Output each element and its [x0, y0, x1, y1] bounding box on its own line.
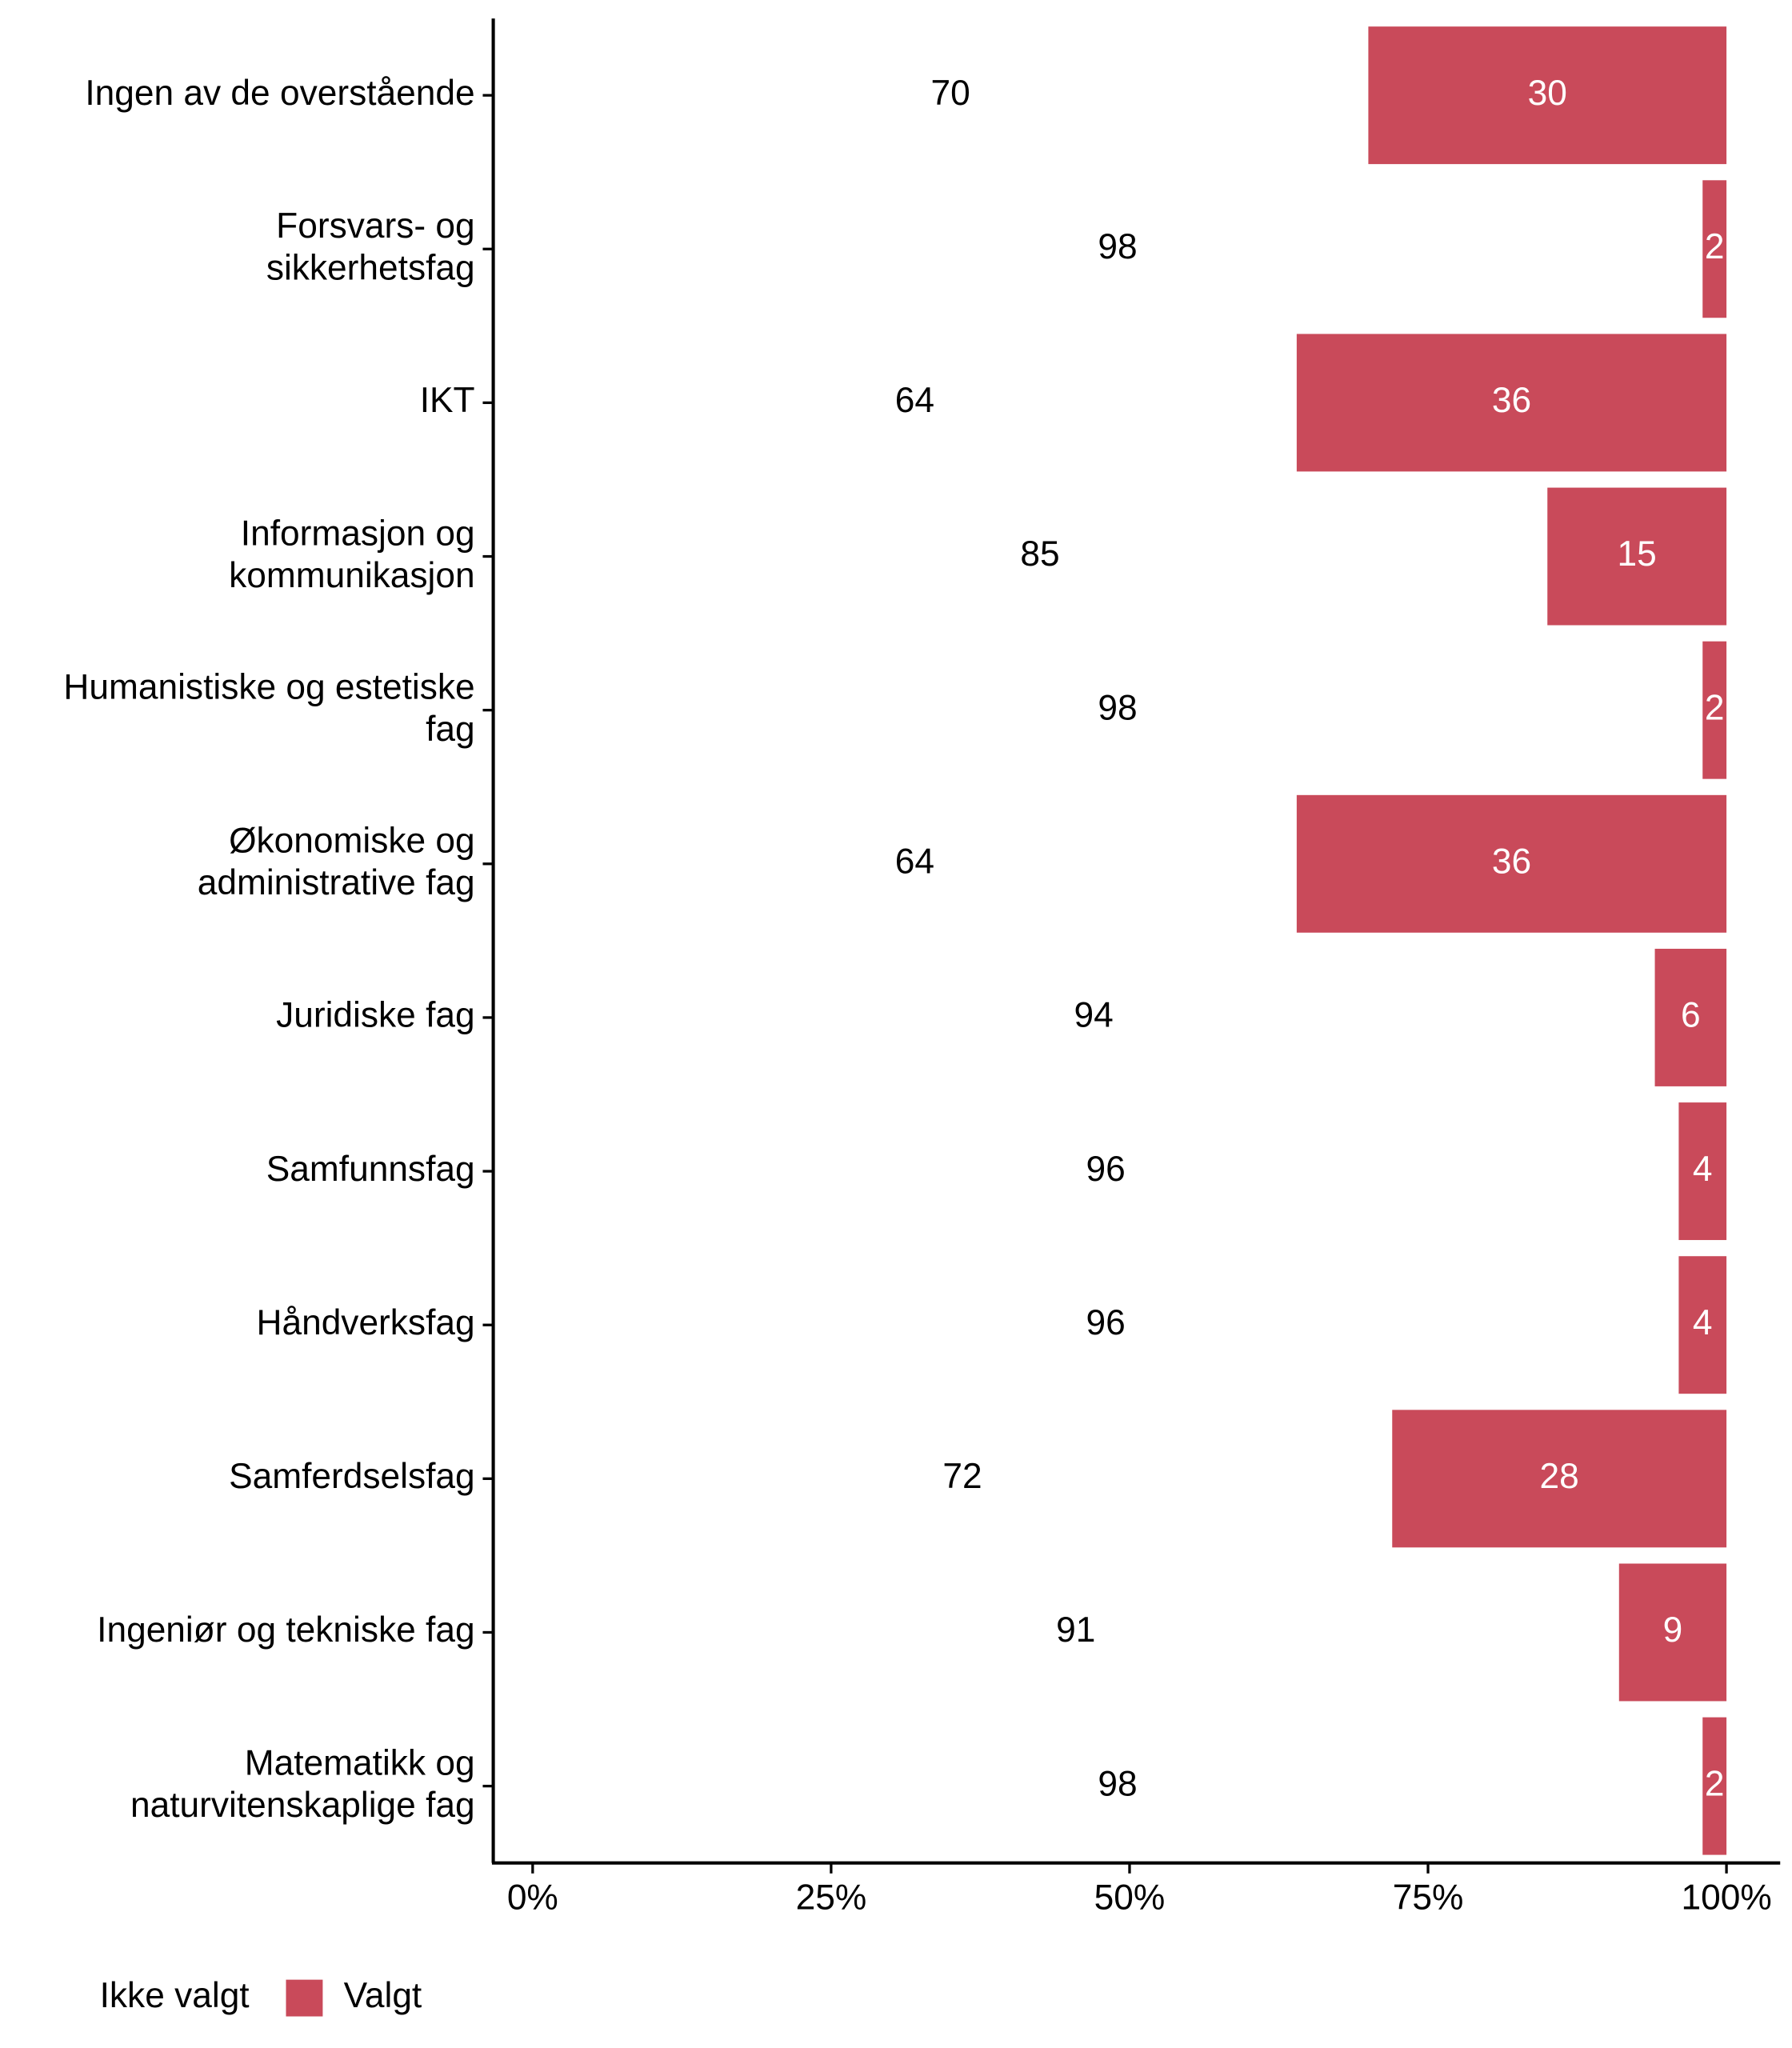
value-label: 96	[1086, 1303, 1125, 1342]
bar-segment	[532, 180, 1703, 318]
bar-segment	[1296, 794, 1727, 933]
bar-segment	[1392, 1410, 1727, 1548]
value-label: 4	[1693, 1150, 1713, 1189]
bar-segment	[532, 487, 1548, 626]
value-label: 85	[1020, 534, 1059, 574]
legend-key	[286, 1979, 323, 2017]
y-tick-label: IKT	[420, 381, 475, 420]
value-label: 36	[1492, 842, 1531, 881]
bar-segment	[532, 1256, 1679, 1394]
value-label: 2	[1705, 688, 1725, 727]
x-tick-label: 0%	[507, 1878, 558, 1917]
y-tick-label: Humanistiske og estetiske fag	[63, 667, 474, 748]
bar-segment	[532, 794, 1297, 933]
bar-segment	[1654, 948, 1727, 1086]
bar-segment	[532, 641, 1703, 779]
x-tick-label: 100%	[1681, 1878, 1771, 1917]
value-label: 6	[1681, 996, 1701, 1035]
bar-segment	[532, 948, 1655, 1086]
bar-segment	[1368, 26, 1727, 165]
value-label: 98	[1098, 1764, 1137, 1803]
legend-label: Valgt	[344, 1976, 422, 2015]
bar-segment	[1702, 180, 1727, 318]
value-label: 64	[895, 381, 934, 420]
y-tick-label: Samferdselsfag	[229, 1457, 475, 1496]
value-label: 2	[1705, 1764, 1725, 1803]
y-tick-label: Økonomiske og administrative fag	[198, 821, 475, 902]
value-label: 28	[1540, 1457, 1579, 1496]
value-label: 36	[1492, 381, 1531, 420]
value-label: 15	[1618, 534, 1657, 574]
bar-segment	[1678, 1256, 1727, 1394]
x-tick-label: 25%	[796, 1878, 867, 1917]
plot-area: 70 30 98 2 64 36 85 15 98 2 64 36 94 6 96 4 96 4 72 28 91 9 98…	[532, 26, 1727, 1855]
value-label: 96	[1086, 1150, 1125, 1189]
bar-segment	[532, 1717, 1703, 1855]
value-label: 94	[1074, 996, 1114, 1035]
value-label: 9	[1663, 1610, 1683, 1650]
y-tick-label: Håndverksfag	[256, 1303, 474, 1342]
value-label: 2	[1705, 227, 1725, 266]
y-tick-label: Forsvars- og sikkerhetsfag	[266, 206, 475, 287]
bar-segment	[532, 1102, 1679, 1241]
bar-segment	[1547, 487, 1727, 626]
bar-segment	[532, 1563, 1619, 1702]
value-label: 30	[1528, 74, 1567, 113]
y-tick-label: Juridiske fag	[276, 996, 475, 1035]
y-tick-label: Samfunnsfag	[266, 1150, 475, 1189]
bar-segment	[1678, 1102, 1727, 1241]
bar-segment	[532, 26, 1369, 165]
y-tick-label: Informasjon og kommunikasjon	[229, 514, 475, 594]
bar-segment	[1702, 641, 1727, 779]
y-tick-label: Ingeniør og tekniske fag	[97, 1610, 474, 1650]
bar-segment	[532, 1410, 1393, 1548]
value-label: 64	[895, 842, 934, 881]
bar-segment	[1618, 1563, 1727, 1702]
x-tick-label: 75%	[1393, 1878, 1464, 1917]
value-label: 91	[1056, 1610, 1095, 1650]
value-label: 70	[930, 74, 970, 113]
value-label: 98	[1098, 688, 1137, 727]
bar-segment	[1296, 334, 1727, 472]
legend-label: Ikke valgt	[100, 1976, 250, 2015]
value-label: 98	[1098, 227, 1137, 266]
y-tick-label: Ingen av de overstående	[85, 74, 474, 113]
value-label: 72	[942, 1457, 982, 1496]
value-label: 4	[1693, 1303, 1713, 1342]
x-tick-label: 50%	[1094, 1878, 1166, 1917]
bar-segment	[532, 334, 1297, 472]
bar-segment	[1702, 1717, 1727, 1855]
y-tick-label: Matematikk og naturvitenskaplige fag	[130, 1743, 475, 1824]
